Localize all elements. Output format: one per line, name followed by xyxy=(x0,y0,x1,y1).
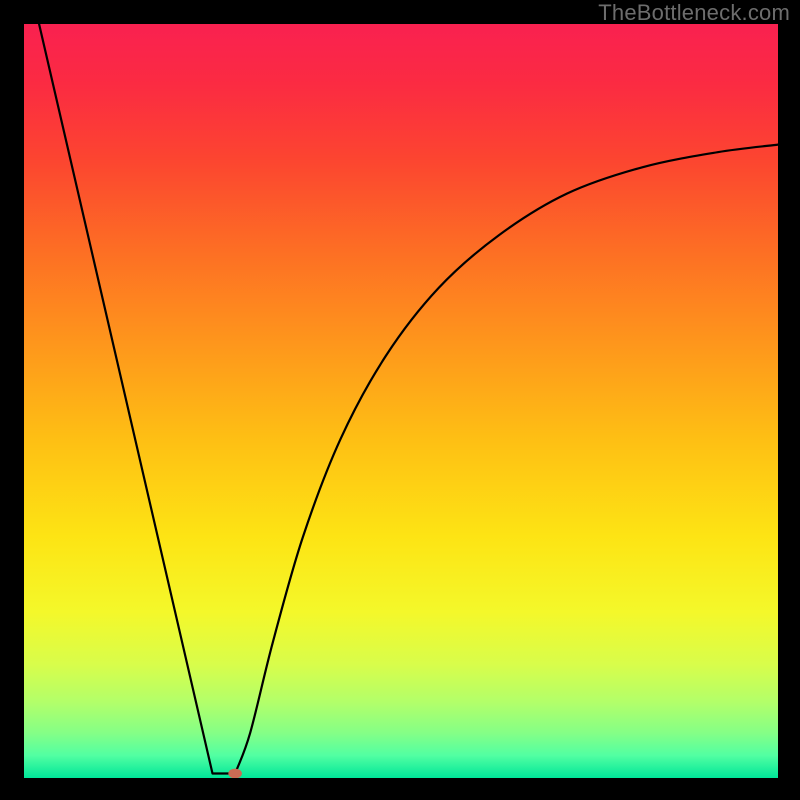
bottleneck-chart xyxy=(24,24,778,778)
watermark-text: TheBottleneck.com xyxy=(598,0,790,26)
stage: TheBottleneck.com xyxy=(0,0,800,800)
optimum-marker xyxy=(228,769,242,778)
chart-background xyxy=(24,24,778,778)
